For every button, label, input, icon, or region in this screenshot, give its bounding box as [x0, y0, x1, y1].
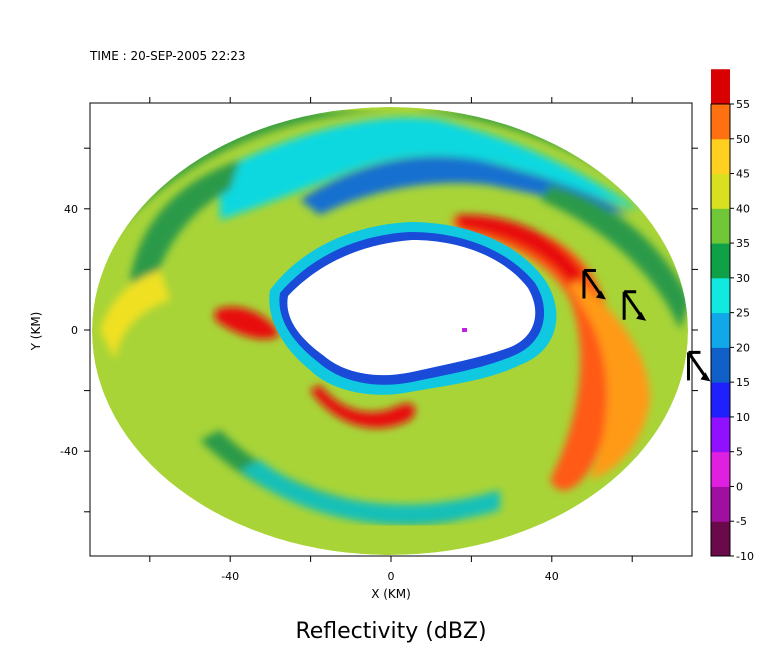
y-tick-label: -40: [60, 445, 78, 458]
colorbar-band: [711, 173, 730, 209]
x-tick-label: -40: [221, 570, 239, 583]
colorbar-frame: [710, 103, 731, 557]
time-label: TIME : 20-SEP-2005 22:23: [89, 49, 246, 63]
colorbar-label: 30: [736, 272, 750, 285]
wind-barb-shaft: [622, 290, 644, 320]
cyan-arc-lower: [240, 460, 500, 525]
green-arc-right-top: [540, 185, 688, 330]
wind-barb-arrow: [700, 372, 711, 382]
x-tick-label: 0: [388, 570, 395, 583]
colorbar-label: 20: [736, 341, 750, 354]
y-tick-label: 40: [64, 203, 78, 216]
wind-barb-shaft: [582, 269, 604, 299]
colorbar-band: [711, 451, 730, 487]
x-axis: -40 0 40: [149, 97, 633, 583]
colorbar-band: [711, 104, 730, 140]
red-core-ne: [455, 214, 585, 285]
colorbar-label: 15: [736, 376, 750, 389]
colorbar-band: [711, 277, 730, 314]
yellow-band-west: [100, 270, 170, 360]
red-spot-west: [215, 306, 280, 340]
y-axis-title: Y (KM): [29, 312, 43, 352]
reflectivity-field: [92, 107, 688, 555]
colorbar-band: [711, 312, 730, 348]
green-arc-left: [130, 160, 240, 300]
colorbar-band: [711, 416, 730, 453]
x-tick-label: 40: [545, 570, 559, 583]
wind-barbs: [582, 269, 711, 382]
colorbar-band: [711, 382, 730, 418]
colorbar-label: 55: [736, 98, 750, 111]
colorbar-label: 0: [736, 480, 743, 493]
y-tick-label: 0: [71, 324, 78, 337]
colorbar-label: 50: [736, 133, 750, 146]
colorbar-band: [711, 521, 730, 557]
colorbar-label: 10: [736, 411, 750, 424]
colorbar-band: [711, 208, 730, 244]
colorbar-label: 25: [736, 307, 750, 320]
wind-barb: [582, 269, 606, 300]
colorbar-band: [711, 138, 730, 175]
chart-title: Reflectivity (dBZ): [295, 619, 486, 644]
blue-band-upper: [300, 156, 630, 215]
cyan-band-upper: [220, 117, 640, 220]
purple-echo: [462, 328, 467, 332]
red-eyewall-south: [310, 385, 416, 429]
wind-barb: [622, 290, 647, 321]
colorbar-band: [711, 486, 730, 522]
colorbar-band: [711, 69, 730, 105]
wind-barb-arrow: [636, 311, 647, 321]
colorbar: [710, 69, 731, 557]
colorbar-label: 5: [736, 446, 743, 459]
colorbar-label: 35: [736, 237, 750, 250]
wind-barb: [686, 350, 711, 382]
wind-barb-arrow: [595, 290, 606, 300]
y-axis: 40 0 -40: [60, 147, 698, 513]
colorbar-label: -10: [736, 550, 754, 563]
orange-rainband-right: [560, 270, 650, 480]
colorbar-label: 40: [736, 202, 750, 215]
wind-barb-shaft: [686, 350, 708, 381]
colorbar-label: -5: [736, 515, 747, 528]
colorbar-band: [711, 347, 730, 383]
eye-no-data: [287, 240, 536, 376]
colorbar-band: [711, 243, 730, 279]
x-axis-title: X (KM): [371, 587, 411, 601]
colorbar-label: 45: [736, 168, 750, 181]
